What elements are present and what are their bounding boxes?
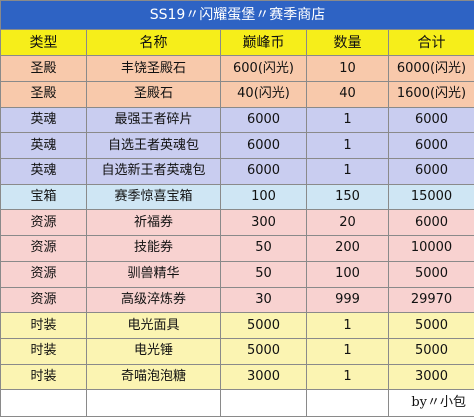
cell-type: 英魂 [0, 106, 87, 134]
cell-total: 10000 [387, 235, 474, 262]
header-type: 类型 [0, 28, 87, 57]
cell-total: 5000 [387, 260, 474, 288]
cell-total: 6000 [387, 106, 474, 134]
cell-type: 英魂 [0, 158, 87, 185]
cell-type: 圣殿 [0, 81, 87, 108]
cell-qty: 1 [306, 106, 389, 134]
header-name: 名称 [86, 28, 221, 57]
cell-total: 15000 [387, 183, 474, 211]
cell-name: 自选新王者英魂包 [86, 158, 221, 185]
cell-type: 时装 [0, 337, 87, 365]
cell-price: 40(闪光) [220, 81, 307, 108]
cell-type: 资源 [0, 286, 87, 314]
cell-price: 3000 [220, 363, 307, 391]
cell-name: 高级淬炼券 [86, 286, 221, 314]
cell-price: 5000 [220, 312, 307, 339]
cell-price: 100 [220, 183, 307, 211]
cell-qty: 1 [306, 312, 389, 339]
header-qty: 数量 [306, 28, 389, 57]
cell-price: 6000 [220, 158, 307, 185]
cell-type: 资源 [0, 260, 87, 288]
table-row: 英魂 最强王者碎片 6000 1 6000 [0, 106, 474, 134]
cell-name: 电光锤 [86, 337, 221, 365]
cell-name: 赛季惊喜宝箱 [86, 183, 221, 211]
cell-type: 英魂 [0, 132, 87, 160]
cell-type: 资源 [0, 235, 87, 262]
table-row: 英魂 自选新王者英魂包 6000 1 6000 [0, 158, 474, 185]
cell-type: 圣殿 [0, 55, 87, 83]
sheet-title: SS19〃闪耀蛋堡〃赛季商店 [0, 0, 474, 30]
cell-qty: 100 [306, 260, 389, 288]
table-row: 资源 技能券 50 200 10000 [0, 235, 474, 262]
cell-name: 驯兽精华 [86, 260, 221, 288]
table-row: 资源 祈福券 300 20 6000 [0, 209, 474, 237]
cell-total: 29970 [387, 286, 474, 314]
cell-qty: 40 [306, 81, 389, 108]
cell-total: 6000 [387, 158, 474, 185]
cell-price: 6000 [220, 106, 307, 134]
cell-name: 丰饶圣殿石 [86, 55, 221, 83]
table-row: 英魂 自选王者英魂包 6000 1 6000 [0, 132, 474, 160]
cell-price: 300 [220, 209, 307, 237]
cell-total: 3000 [387, 363, 474, 391]
cell-qty: 10 [306, 55, 389, 83]
title-row: SS19〃闪耀蛋堡〃赛季商店 [0, 0, 474, 30]
cell-type: 资源 [0, 209, 87, 237]
table-row: 资源 高级淬炼券 30 999 29970 [0, 286, 474, 314]
table-row: 时装 电光锤 5000 1 5000 [0, 337, 474, 365]
cell-total: 5000 [387, 312, 474, 339]
cell-name: 技能券 [86, 235, 221, 262]
cell-price: 50 [220, 235, 307, 262]
header-row: 类型 名称 巅峰币 数量 合计 [0, 28, 474, 57]
header-price: 巅峰币 [220, 28, 307, 57]
cell-name: 祈福券 [86, 209, 221, 237]
cell-qty: 20 [306, 209, 389, 237]
footer-empty-cell [0, 389, 87, 417]
cell-name: 最强王者碎片 [86, 106, 221, 134]
cell-name: 电光面具 [86, 312, 221, 339]
footer-empty-cell [306, 389, 389, 417]
cell-qty: 999 [306, 286, 389, 314]
footer-row: by〃小包 [0, 389, 474, 417]
cell-qty: 150 [306, 183, 389, 211]
cell-price: 50 [220, 260, 307, 288]
table-row: 圣殿 丰饶圣殿石 600(闪光) 10 6000(闪光) [0, 55, 474, 83]
table-row: 圣殿 圣殿石 40(闪光) 40 1600(闪光) [0, 81, 474, 108]
cell-type: 宝箱 [0, 183, 87, 211]
cell-price: 6000 [220, 132, 307, 160]
cell-total: 5000 [387, 337, 474, 365]
cell-type: 时装 [0, 312, 87, 339]
cell-qty: 1 [306, 132, 389, 160]
cell-qty: 1 [306, 337, 389, 365]
header-total: 合计 [387, 28, 474, 57]
table-row: 时装 电光面具 5000 1 5000 [0, 312, 474, 339]
cell-name: 奇喵泡泡糖 [86, 363, 221, 391]
cell-price: 30 [220, 286, 307, 314]
cell-total: 6000 [387, 209, 474, 237]
cell-total: 6000 [387, 132, 474, 160]
table-row: 时装 奇喵泡泡糖 3000 1 3000 [0, 363, 474, 391]
cell-name: 圣殿石 [86, 81, 221, 108]
cell-name: 自选王者英魂包 [86, 132, 221, 160]
cell-price: 600(闪光) [220, 55, 307, 83]
cell-price: 5000 [220, 337, 307, 365]
cell-total: 1600(闪光) [387, 81, 474, 108]
author-credit: by〃小包 [387, 389, 474, 417]
table-row: 资源 驯兽精华 50 100 5000 [0, 260, 474, 288]
footer-empty-cell [220, 389, 307, 417]
cell-qty: 200 [306, 235, 389, 262]
cell-qty: 1 [306, 363, 389, 391]
cell-total: 6000(闪光) [387, 55, 474, 83]
cell-qty: 1 [306, 158, 389, 185]
footer-empty-cell [86, 389, 221, 417]
table-row: 宝箱 赛季惊喜宝箱 100 150 15000 [0, 183, 474, 211]
cell-type: 时装 [0, 363, 87, 391]
